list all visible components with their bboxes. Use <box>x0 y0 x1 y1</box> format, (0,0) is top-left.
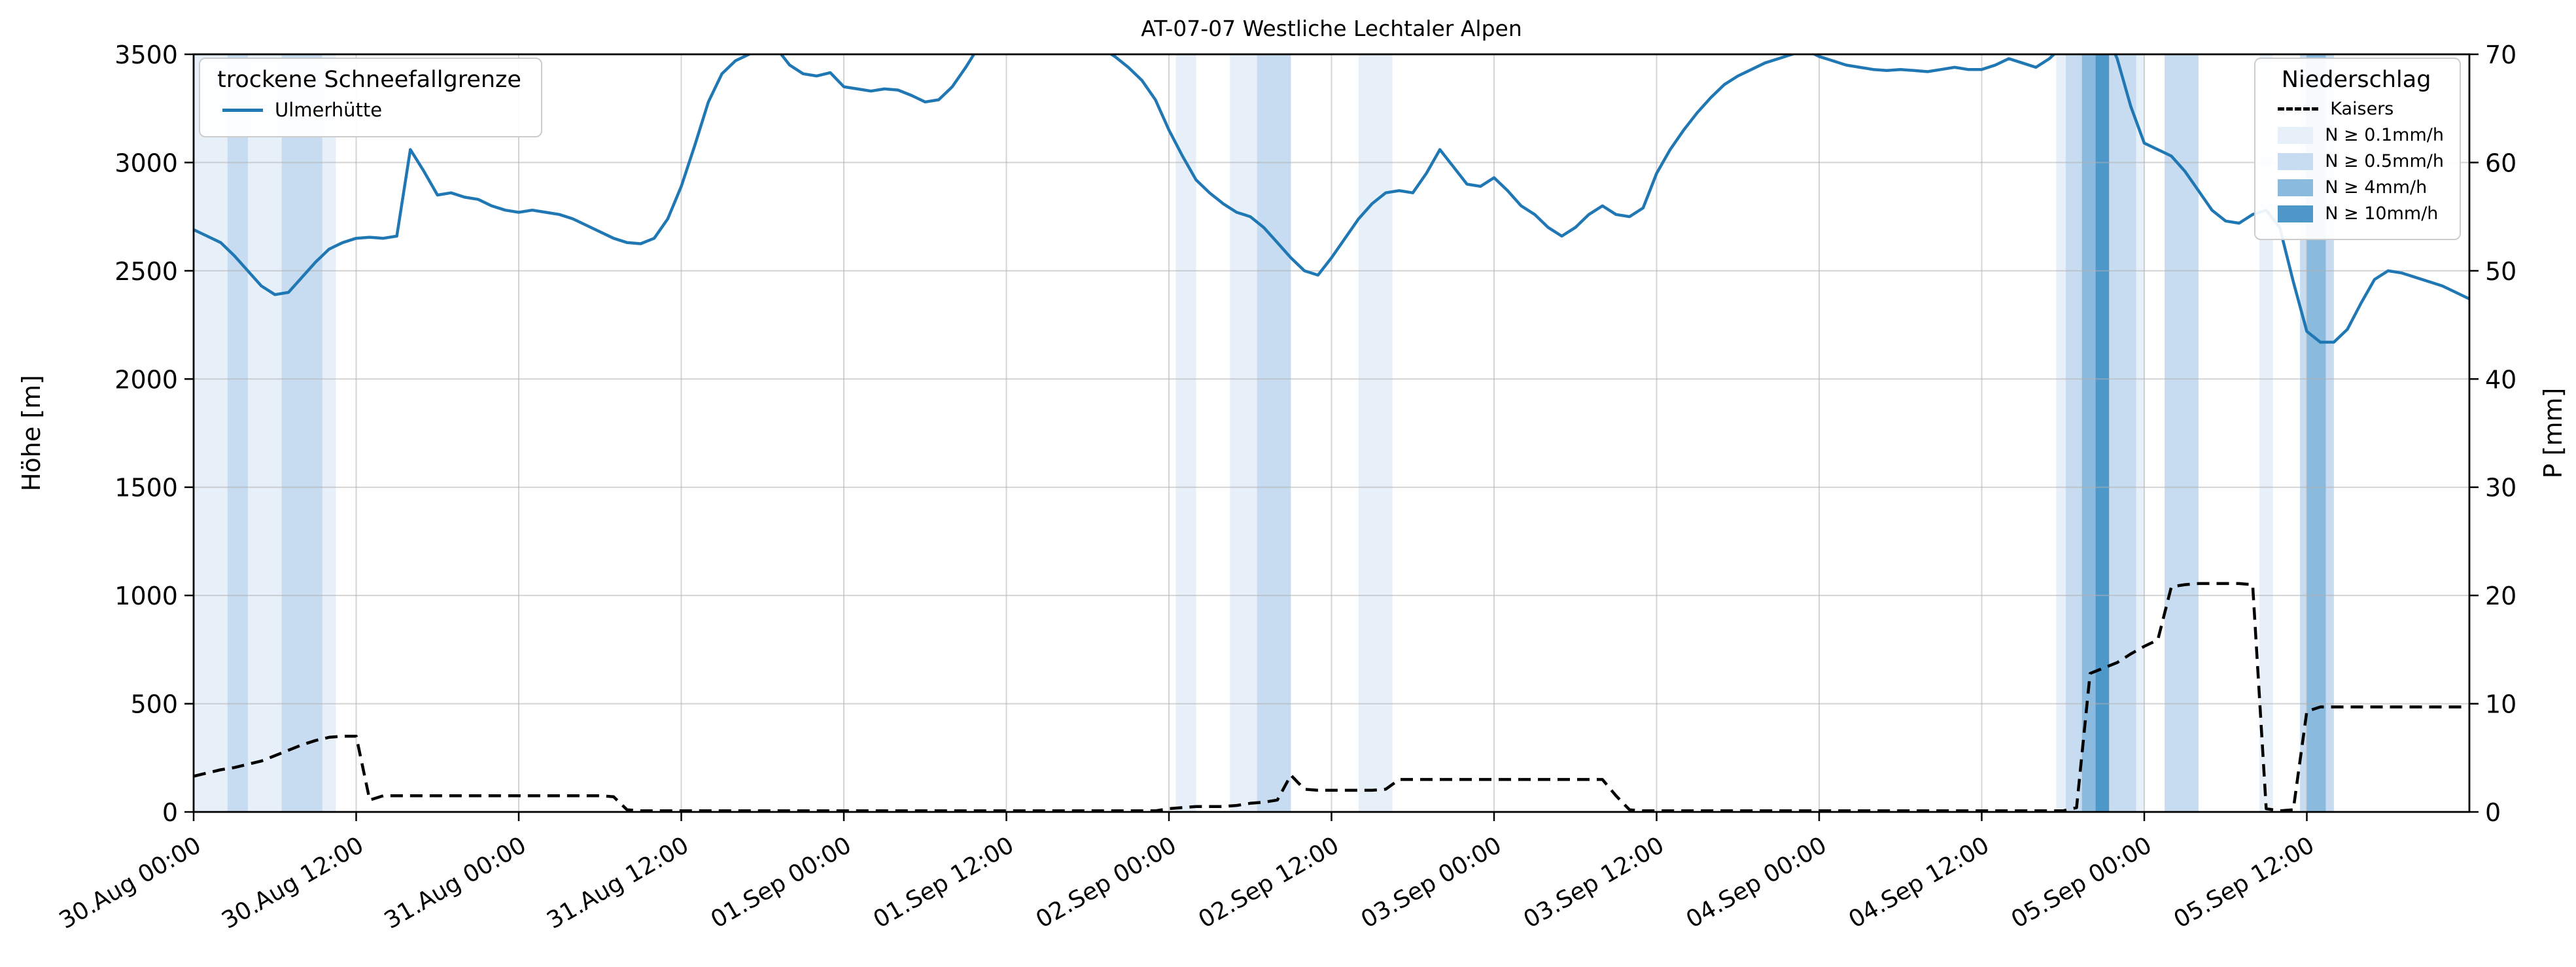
y-tick-label-right: 30 <box>2485 474 2516 502</box>
series-line-ulmerh-tte <box>194 54 2469 344</box>
legend-entry: N ≥ 0.1mm/h <box>2278 125 2444 145</box>
legend-entry-label: N ≥ 0.5mm/h <box>2325 151 2444 171</box>
legend-entry: N ≥ 0.5mm/h <box>2278 151 2444 171</box>
precip-band <box>2259 54 2273 812</box>
legend-snowline-entries: Ulmerhütte <box>213 99 525 121</box>
color-patch-swatch-icon <box>2278 205 2314 222</box>
legend-precipitation-title: Niederschlag <box>2281 67 2431 93</box>
y-tick-label-right: 50 <box>2485 257 2516 286</box>
legend-entry: N ≥ 4mm/h <box>2278 177 2444 198</box>
chart-title: AT-07-07 Westliche Lechtaler Alpen <box>1141 16 1522 41</box>
legend-snowline-title: trockene Schneefallgrenze <box>217 67 521 93</box>
y-axis-label-right: P [mm] <box>2539 387 2567 479</box>
y-tick-label-left: 1000 <box>114 582 178 610</box>
y-tick-label-right: 10 <box>2485 690 2516 719</box>
y-axis-label-left: Höhe [m] <box>17 374 46 492</box>
dashed-line-swatch-icon <box>2278 107 2319 111</box>
precip-band <box>281 54 322 812</box>
y-tick-label-right: 40 <box>2485 365 2516 394</box>
legend-entry: Ulmerhütte <box>222 99 525 121</box>
precip-band <box>2081 54 2096 812</box>
legend-precipitation: Niederschlag Kaisers N ≥ 0.1mm/h N ≥ 0.5mm… <box>2254 58 2461 240</box>
y-tick-label-right: 60 <box>2485 149 2516 177</box>
legend-entry-label: N ≥ 4mm/h <box>2325 177 2428 198</box>
legend-entry-label: Kaisers <box>2330 99 2394 119</box>
legend-entry: Kaisers <box>2278 99 2444 119</box>
precip-band <box>227 54 248 812</box>
y-tick-label-left: 2000 <box>114 365 178 394</box>
y-tick-label-left: 500 <box>130 690 178 719</box>
legend-snowline: trockene Schneefallgrenze Ulmerhütte <box>199 58 542 137</box>
y-tick-label-right: 70 <box>2485 41 2516 69</box>
legend-entry-label: N ≥ 10mm/h <box>2325 203 2439 224</box>
line-swatch-icon <box>222 108 263 112</box>
precip-band <box>1175 54 1196 812</box>
y-tick-label-right: 0 <box>2485 798 2501 827</box>
y-tick-label-left: 3500 <box>114 41 178 69</box>
color-patch-swatch-icon <box>2278 152 2314 170</box>
legend-entry-label: Ulmerhütte <box>275 99 383 121</box>
color-patch-swatch-icon <box>2278 179 2314 196</box>
y-tick-label-left: 0 <box>162 798 178 827</box>
precip-band <box>1257 54 1291 812</box>
precip-band <box>1230 54 1257 812</box>
legend-entry-label: N ≥ 0.1mm/h <box>2325 125 2444 145</box>
legend-entry: N ≥ 10mm/h <box>2278 203 2444 224</box>
precip-band <box>1358 54 1393 812</box>
y-tick-label-right: 20 <box>2485 582 2516 610</box>
series-line-kaisers <box>194 582 2469 812</box>
legend-precipitation-entries: Kaisers N ≥ 0.1mm/h N ≥ 0.5mm/h N ≥ 4mm/h N … <box>2269 99 2444 224</box>
y-tick-label-left: 2500 <box>114 257 178 286</box>
y-tick-label-left: 3000 <box>114 149 178 177</box>
y-tick-label-left: 1500 <box>114 474 178 502</box>
color-patch-swatch-icon <box>2278 126 2314 144</box>
precip-band <box>2095 54 2110 812</box>
